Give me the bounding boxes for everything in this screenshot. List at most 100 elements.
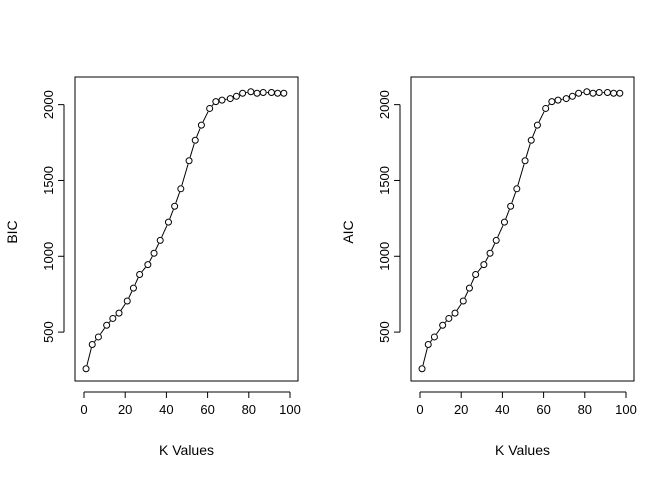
aic-x-tick-label: 40 <box>495 402 509 417</box>
aic-line-segment <box>525 143 531 158</box>
aic-data-point <box>507 202 515 210</box>
bic-data-point <box>212 98 220 106</box>
bic-data-point <box>280 89 288 97</box>
aic-line-segment <box>464 291 469 298</box>
aic-line-segment <box>436 327 441 335</box>
bic-data-point <box>156 236 164 244</box>
bic-line-segment <box>128 291 133 298</box>
bic-x-tick-label: 60 <box>200 402 214 417</box>
bic-x-tick-label: 80 <box>242 402 256 417</box>
aic-data-point <box>527 136 535 144</box>
aic-data-point <box>542 104 550 112</box>
bic-data-point <box>191 136 199 144</box>
bic-data-point <box>232 92 240 100</box>
bic-data-point <box>218 96 226 104</box>
bic-data-point <box>226 95 234 103</box>
bic-line-segment <box>189 143 195 158</box>
aic-data-point <box>472 270 480 278</box>
aic-data-point <box>548 98 556 106</box>
aic-line-segment <box>485 256 489 262</box>
bic-data-point <box>267 89 275 97</box>
aic-data-point <box>513 185 521 193</box>
aic-data-point <box>595 89 603 97</box>
aic-data-point <box>603 89 611 97</box>
bic-data-point <box>247 88 255 96</box>
bic-line-segment <box>175 192 181 204</box>
aic-line-segment <box>491 243 496 251</box>
bic-line-segment <box>169 209 174 219</box>
aic-y-tick-label: 2000 <box>377 90 392 119</box>
bic-data-point <box>103 321 111 329</box>
aic-line-segment <box>538 111 545 123</box>
aic-data-point <box>445 314 453 322</box>
bic-y-axis-title: BIC <box>4 220 20 243</box>
bic-line-segment <box>149 256 153 262</box>
bic-line-segment <box>211 103 214 107</box>
bic-data-point <box>115 309 123 317</box>
aic-data-point <box>451 309 459 317</box>
aic-data-point <box>521 157 529 165</box>
aic-line-segment <box>422 347 428 366</box>
bic-line-segment <box>94 339 97 343</box>
bic-line-segment <box>196 128 201 138</box>
bic-x-tick-label: 0 <box>80 402 87 417</box>
aic-data-point <box>486 249 494 257</box>
aic-data-point <box>568 92 576 100</box>
aic-y-tick-label: 500 <box>377 321 392 343</box>
aic-x-tick-label: 80 <box>578 402 592 417</box>
aic-x-tick-label: 20 <box>454 402 468 417</box>
aic-line-segment <box>517 164 525 186</box>
aic-line-segment <box>547 103 550 107</box>
bic-line-segment <box>86 347 92 366</box>
bic-data-point <box>177 185 185 193</box>
bic-line-segment <box>120 303 126 311</box>
bic-data-point <box>129 284 137 292</box>
bic-data-point <box>136 270 144 278</box>
aic-data-point <box>430 333 438 341</box>
bic-line-segment <box>134 277 139 286</box>
bic-data-point <box>144 261 152 269</box>
bic-y-tick-label: 1000 <box>41 242 56 271</box>
bic-line-segment <box>161 225 168 238</box>
bic-data-point <box>171 202 179 210</box>
aic-y-tick-label: 1000 <box>377 242 392 271</box>
aic-x-tick-label: 0 <box>416 402 423 417</box>
aic-line-segment <box>505 209 510 219</box>
bic-line-segment <box>155 243 160 251</box>
aic-data-point <box>583 88 591 96</box>
bic-x-tick-label: 20 <box>118 402 132 417</box>
bic-data-point <box>164 218 172 226</box>
aic-line-segment <box>532 128 537 138</box>
bic-line-segment <box>141 267 146 273</box>
aic-data-point <box>480 261 488 269</box>
aic-x-axis-title: K Values <box>495 442 550 458</box>
aic-y-tick-label: 1500 <box>377 166 392 195</box>
aic-x-tick-label: 60 <box>536 402 550 417</box>
bic-data-point <box>259 89 267 97</box>
aic-data-point <box>575 89 583 97</box>
bic-line-segment <box>181 164 189 186</box>
bic-panel: K Values BIC 0 20 40 60 80 100 500 1000 1500 2000 <box>4 76 301 458</box>
aic-data-point <box>589 89 597 97</box>
bic-data-point <box>197 121 205 129</box>
bic-data-point <box>185 157 193 165</box>
aic-data-point <box>610 89 618 97</box>
bic-data-point <box>88 341 96 349</box>
bic-data-point <box>239 89 247 97</box>
bic-data-point <box>274 89 282 97</box>
aic-line-segment <box>451 315 453 317</box>
bic-x-tick-label: 100 <box>279 402 301 417</box>
aic-data-point <box>500 218 508 226</box>
aic-line-segment <box>456 303 462 311</box>
bic-line-segment <box>202 111 209 123</box>
aic-data-point <box>533 121 541 129</box>
bic-line-segment <box>115 315 117 317</box>
aic-data-point <box>459 297 467 305</box>
aic-line-segment <box>497 225 504 238</box>
bic-data-point <box>123 297 131 305</box>
bic-line-segment <box>100 327 105 335</box>
aic-data-point <box>616 89 624 97</box>
aic-data-point <box>554 96 562 104</box>
aic-data-point <box>562 95 570 103</box>
